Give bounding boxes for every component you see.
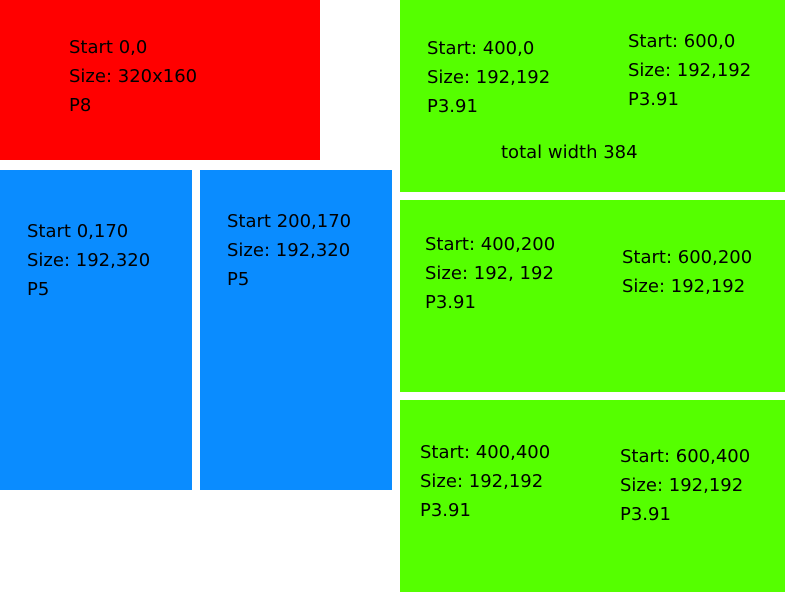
- size-text: Size: 192,192: [420, 471, 544, 492]
- start-text: Start: 600,200: [622, 247, 753, 268]
- p-text: P3.91: [628, 89, 679, 110]
- size-text: Size: 320x160: [69, 66, 198, 87]
- green-panel-top: [400, 0, 785, 192]
- green-bottom-left-label: Start: 400,400 Size: 192,192 P3.91: [420, 438, 550, 525]
- red-panel: [0, 0, 320, 160]
- p-text: P8: [69, 95, 92, 116]
- start-text: Start 200,170: [227, 211, 352, 232]
- start-text: Start 0,0: [69, 37, 148, 58]
- start-text: Start: 400,400: [420, 442, 551, 463]
- start-text: Start: 400,0: [427, 38, 535, 59]
- start-text: Start 0,170: [27, 221, 129, 242]
- green-top-left-label: Start: 400,0 Size: 192,192 P3.91: [427, 34, 550, 121]
- size-text: Size: 192,192: [628, 60, 752, 81]
- green-panel-bottom: [400, 400, 785, 592]
- size-text: Size: 192,192: [427, 67, 551, 88]
- size-text: Size: 192,192: [620, 475, 744, 496]
- note-text: total width 384: [501, 142, 638, 163]
- start-text: Start: 600,400: [620, 446, 751, 467]
- blue-panel-left: [0, 170, 192, 490]
- green-mid-left-label: Start: 400,200 Size: 192, 192 P3.91: [425, 230, 555, 317]
- size-text: Size: 192, 192: [425, 263, 554, 284]
- size-text: Size: 192,192: [622, 276, 746, 297]
- green-top-right-label: Start: 600,0 Size: 192,192 P3.91: [628, 27, 751, 114]
- size-text: Size: 192,320: [27, 250, 151, 271]
- green-panel-middle: [400, 200, 785, 392]
- green-bottom-right-label: Start: 600,400 Size: 192,192 P3.91: [620, 442, 750, 529]
- size-text: Size: 192,320: [227, 240, 351, 261]
- p-text: P3.91: [425, 292, 476, 313]
- start-text: Start: 400,200: [425, 234, 556, 255]
- red-panel-label: Start 0,0 Size: 320x160 P8: [69, 33, 197, 120]
- p-text: P3.91: [620, 504, 671, 525]
- p-text: P3.91: [427, 96, 478, 117]
- p-text: P5: [27, 279, 50, 300]
- blue-panel-right-label: Start 200,170 Size: 192,320 P5: [227, 207, 351, 294]
- total-width-note: total width 384: [501, 138, 638, 167]
- blue-panel-right: [200, 170, 392, 490]
- green-mid-right-label: Start: 600,200 Size: 192,192: [622, 243, 752, 301]
- blue-panel-left-label: Start 0,170 Size: 192,320 P5: [27, 217, 150, 304]
- p-text: P3.91: [420, 500, 471, 521]
- p-text: P5: [227, 269, 250, 290]
- start-text: Start: 600,0: [628, 31, 736, 52]
